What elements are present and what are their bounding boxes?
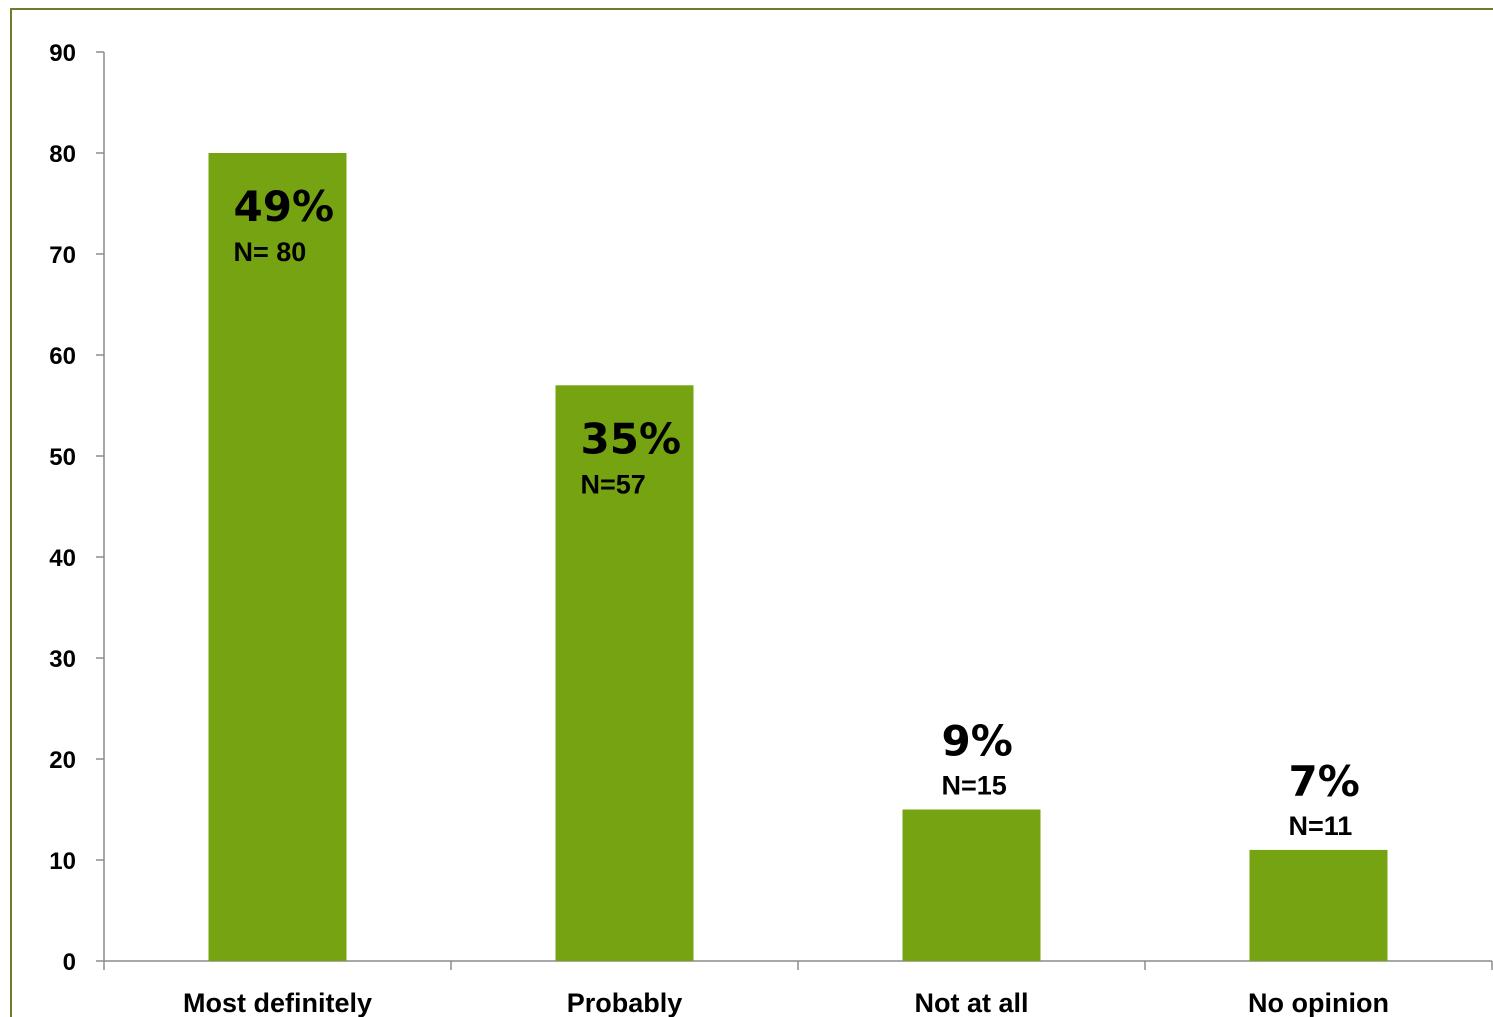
y-tick-label: 40	[49, 545, 76, 572]
bars	[208, 153, 1388, 961]
chart-frame	[10, 8, 1493, 1017]
percent-label: 9%	[942, 717, 1013, 766]
y-tick-label: 90	[49, 40, 76, 67]
y-tick-label: 50	[49, 444, 76, 471]
percent-label: 35%	[581, 414, 682, 463]
category-label: No opinion	[1248, 988, 1389, 1017]
percent-label: 49%	[234, 182, 335, 231]
bar-no-opinion	[1249, 849, 1388, 961]
bar-probably	[555, 385, 694, 961]
y-ticks: 0 10 20 30 40 50 60 70 80 90	[49, 40, 104, 976]
y-tick-label: 70	[49, 242, 76, 269]
y-tick-label: 10	[49, 848, 76, 875]
percent-label: 7%	[1289, 757, 1360, 806]
category-label: Not at all	[914, 988, 1028, 1017]
bar-most-definitely	[208, 153, 347, 961]
data-labels: 49% N= 80 35% N=57 9% N=15 7% N=11	[234, 182, 1360, 841]
category-label: Probably	[567, 988, 683, 1017]
y-tick-label: 80	[49, 141, 76, 168]
x-ticks	[103, 961, 1493, 970]
category-labels: Most definitely Probably Not at all No opin…	[183, 988, 1389, 1017]
y-tick-label: 0	[63, 949, 76, 976]
y-tick-label: 60	[49, 343, 76, 370]
category-label: Most definitely	[183, 988, 372, 1017]
y-tick-label: 20	[49, 747, 76, 774]
n-label: N=57	[581, 469, 646, 499]
y-tick-label: 30	[49, 646, 76, 673]
bar-not-at-all	[902, 809, 1041, 961]
n-label: N= 80	[234, 237, 307, 267]
n-label: N=15	[942, 771, 1007, 801]
n-label: N=11	[1289, 811, 1353, 841]
